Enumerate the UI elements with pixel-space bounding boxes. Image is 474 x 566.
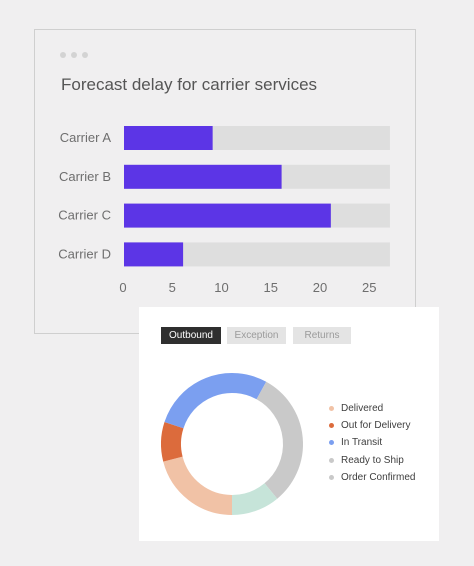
legend-label: Out for Delivery [341, 420, 411, 432]
donut-chart [161, 373, 303, 515]
legend-item: Out for Delivery [329, 417, 415, 434]
tab-returns[interactable]: Returns [293, 327, 351, 344]
category-label: Carrier C [58, 208, 111, 223]
legend-swatch [329, 406, 334, 412]
legend-label: Ready to Ship [341, 454, 404, 466]
legend-item: Order Confirmed [329, 469, 415, 486]
donut-slice-4 [231, 483, 278, 515]
tab-outbound[interactable]: Outbound [161, 327, 221, 344]
bar-chart: Carrier A Carrier B Carrier C Carrier D 0 5 10… [58, 126, 390, 295]
bar-2 [124, 203, 331, 228]
legend-item: Ready to Ship [329, 452, 415, 469]
donut-slice-1 [161, 422, 184, 462]
donut-slice-2 [164, 373, 267, 429]
donut-slice-3 [256, 381, 303, 499]
legend-item: In Transit [329, 434, 415, 451]
x-tick-label: 10 [214, 280, 228, 295]
legend-label: Delivered [341, 403, 384, 415]
legend-label: Order Confirmed [341, 471, 416, 483]
x-tick-label: 25 [362, 280, 376, 295]
window-dot [60, 52, 66, 58]
window-dots [60, 52, 88, 58]
bar-0 [124, 126, 213, 150]
chart-legend: Delivered Out for Delivery In Transit Ready… [329, 400, 415, 486]
legend-swatch [329, 423, 334, 429]
category-label: Carrier D [58, 246, 111, 261]
chart-title: Forecast delay for carrier services [61, 75, 318, 94]
legend-label: In Transit [341, 437, 383, 449]
window-dot [82, 52, 88, 58]
bar-1 [124, 164, 282, 189]
legend-swatch [329, 440, 334, 446]
category-label: Carrier B [59, 169, 111, 184]
x-tick-label: 5 [169, 280, 176, 295]
category-label: Carrier A [60, 130, 112, 145]
legend-swatch [329, 457, 334, 463]
tab-exception[interactable]: Exception [227, 327, 286, 344]
bar-chart-panel: Forecast delay for carrier services Carr… [34, 29, 416, 334]
donut-slice-0 [163, 456, 233, 515]
legend-item: Delivered [329, 400, 415, 417]
x-tick-label: 0 [119, 280, 126, 295]
donut-chart-panel: Outbound Exception Returns Delivered Out … [139, 307, 439, 541]
x-tick-label: 20 [313, 280, 327, 295]
bar-3 [124, 242, 184, 267]
legend-swatch [329, 474, 334, 480]
x-tick-label: 15 [264, 280, 278, 295]
window-dot [71, 52, 77, 58]
